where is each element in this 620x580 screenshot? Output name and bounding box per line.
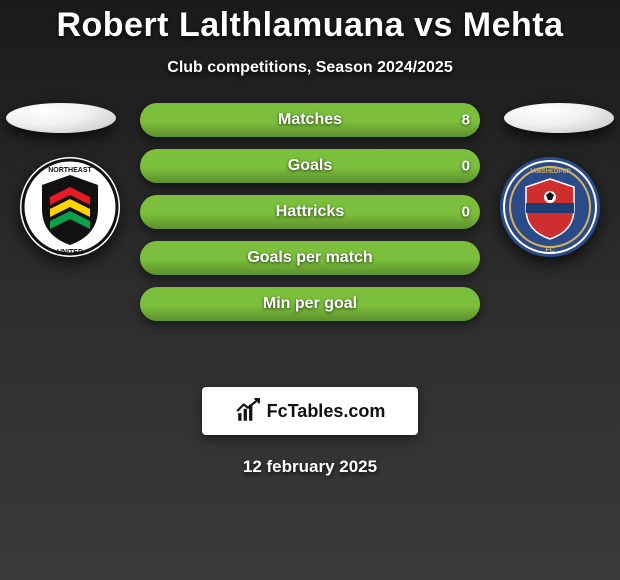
stat-bar-label: Matches xyxy=(278,111,342,129)
stat-bar: Matches 8 xyxy=(140,103,480,137)
stat-bar: Goals per match xyxy=(140,241,480,275)
comparison-stage: NORTHEAST UNITED JAMSHEDPUR FC Matches 8 G… xyxy=(0,109,620,369)
watermark-text: FcTables.com xyxy=(267,401,386,422)
stat-bars: Matches 8 Goals 0 Hattricks 0 Goals per match M… xyxy=(140,103,480,333)
crest-left-text-bot: UNITED xyxy=(57,249,83,256)
stat-bar-value-right: 8 xyxy=(462,112,470,129)
watermark: FcTables.com xyxy=(202,387,418,435)
team-crest-right: JAMSHEDPUR FC xyxy=(500,157,600,257)
comparison-subtitle: Club competitions, Season 2024/2025 xyxy=(0,59,620,77)
snapshot-date: 12 february 2025 xyxy=(0,457,620,477)
stat-bar-label: Min per goal xyxy=(263,295,357,313)
player-head-right xyxy=(504,103,614,133)
stat-bar-value-right: 0 xyxy=(462,204,470,221)
stat-bar: Hattricks 0 xyxy=(140,195,480,229)
crest-right-text-bot: FC xyxy=(545,247,554,254)
stat-bar-label: Goals xyxy=(288,157,332,175)
player-head-left xyxy=(6,103,116,133)
comparison-title: Robert Lalthlamuana vs Mehta xyxy=(0,0,620,45)
crest-left-text-top: NORTHEAST xyxy=(48,167,92,174)
stat-bar: Goals 0 xyxy=(140,149,480,183)
stat-bar-label: Goals per match xyxy=(247,249,372,267)
bar-chart-icon xyxy=(235,398,261,424)
crest-right-text-top: JAMSHEDPUR xyxy=(529,169,572,175)
stat-bar-value-right: 0 xyxy=(462,158,470,175)
team-crest-left: NORTHEAST UNITED xyxy=(20,157,120,257)
stat-bar: Min per goal xyxy=(140,287,480,321)
stat-bar-label: Hattricks xyxy=(276,203,344,221)
